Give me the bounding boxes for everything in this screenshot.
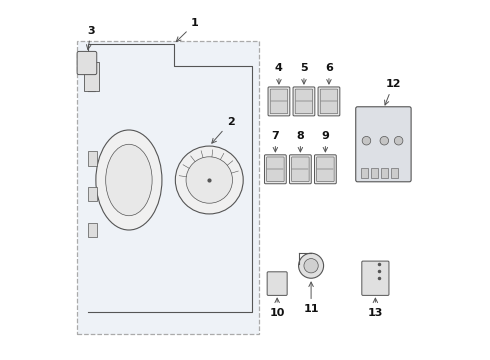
FancyBboxPatch shape <box>77 51 97 75</box>
FancyBboxPatch shape <box>295 89 313 114</box>
Text: 13: 13 <box>368 298 383 318</box>
Bar <box>77 41 259 334</box>
Ellipse shape <box>96 130 162 230</box>
Bar <box>88 187 97 202</box>
Text: 11: 11 <box>303 282 319 314</box>
Circle shape <box>380 136 389 145</box>
FancyBboxPatch shape <box>356 107 411 182</box>
Text: 8: 8 <box>296 131 304 152</box>
Circle shape <box>298 253 323 278</box>
Circle shape <box>394 136 403 145</box>
Text: 2: 2 <box>212 117 235 143</box>
FancyBboxPatch shape <box>293 87 315 116</box>
Bar <box>88 223 97 237</box>
Bar <box>88 152 97 166</box>
Text: 4: 4 <box>275 63 283 84</box>
Text: 3: 3 <box>86 26 95 49</box>
FancyBboxPatch shape <box>292 157 309 181</box>
FancyBboxPatch shape <box>268 87 290 116</box>
FancyBboxPatch shape <box>362 261 389 296</box>
FancyBboxPatch shape <box>270 89 288 114</box>
Text: 7: 7 <box>271 131 279 152</box>
FancyBboxPatch shape <box>290 155 311 184</box>
FancyBboxPatch shape <box>265 155 286 184</box>
FancyBboxPatch shape <box>267 272 287 296</box>
FancyBboxPatch shape <box>315 155 336 184</box>
FancyBboxPatch shape <box>317 157 334 181</box>
Bar <box>84 62 98 91</box>
Circle shape <box>175 146 243 214</box>
Bar <box>371 168 378 178</box>
Text: 1: 1 <box>176 18 199 41</box>
Text: 5: 5 <box>300 63 308 84</box>
Ellipse shape <box>106 144 152 216</box>
Circle shape <box>304 258 318 273</box>
Text: 12: 12 <box>385 79 401 105</box>
Text: 6: 6 <box>325 63 333 84</box>
Text: 10: 10 <box>270 298 285 318</box>
FancyBboxPatch shape <box>267 157 284 181</box>
Circle shape <box>186 157 232 203</box>
FancyBboxPatch shape <box>318 87 340 116</box>
Text: 9: 9 <box>321 131 329 152</box>
Bar <box>361 168 368 178</box>
FancyBboxPatch shape <box>320 89 338 114</box>
Bar <box>381 168 388 178</box>
Bar <box>391 168 398 178</box>
Circle shape <box>362 136 371 145</box>
